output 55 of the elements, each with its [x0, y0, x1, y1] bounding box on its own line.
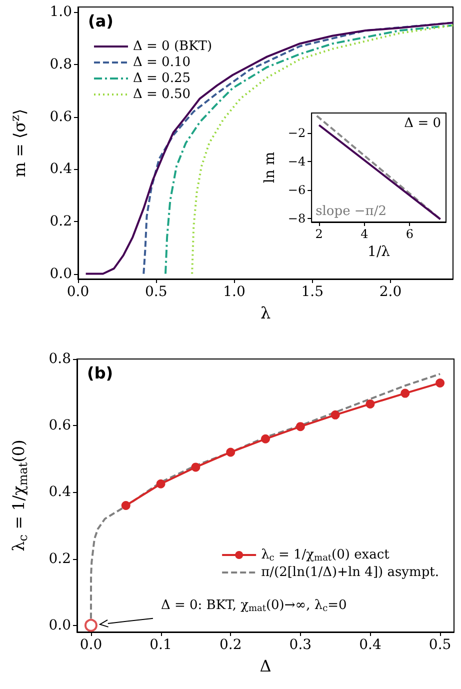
y-tick-label: 0.8: [50, 56, 72, 73]
y-tick-label: −4: [288, 154, 306, 168]
y-tick-label: 0.4: [50, 161, 72, 178]
y-tick-label: 0.6: [48, 418, 72, 434]
annotation: (b): [87, 364, 114, 382]
point: [296, 422, 305, 432]
x-axis-title: λ: [260, 304, 271, 322]
y-tick-label: 0.8: [48, 351, 71, 367]
y-axis-title: m = ⟨σz⟩: [8, 108, 29, 178]
x-tick-label: 0.0: [66, 284, 90, 300]
x-tick-label: 4: [360, 227, 369, 241]
y-tick-label: 0.6: [50, 108, 72, 125]
x-tick-label: 0.0: [80, 637, 102, 653]
y-tick-label: 0.0: [50, 266, 72, 282]
x-tick-label: 0.5: [144, 284, 168, 300]
y-axis-title: ln m: [262, 152, 278, 184]
point: [191, 462, 200, 472]
x-tick-label: 1.0: [223, 284, 246, 300]
x-tick-label: 6: [406, 227, 414, 241]
y-tick-label: −6: [288, 182, 306, 197]
y-tick-label: 0.2: [48, 550, 71, 567]
annotation: Δ = 0: [404, 116, 441, 131]
legend-label: Δ = 0.50: [133, 87, 190, 102]
x-tick-label: 0.2: [219, 637, 242, 653]
legend-label: π/(2[ln(1/Δ)+ln 4]) asympt.: [261, 565, 440, 580]
x-tick-label: 0.5: [428, 637, 452, 653]
annotation: (a): [88, 12, 114, 30]
point: [156, 479, 166, 488]
x-axis-title: Δ: [260, 656, 272, 676]
y-tick-label: 0.4: [48, 484, 72, 500]
x-tick-label: 0.1: [150, 637, 172, 653]
x-tick-label: 1.5: [301, 284, 324, 300]
point: [330, 410, 340, 420]
annotation: slope −π/2: [316, 204, 386, 219]
x-tick-label: 2: [315, 227, 323, 241]
point: [121, 500, 130, 510]
x-tick-label: 2.0: [379, 284, 402, 300]
y-tick-label: 0.2: [50, 213, 72, 230]
y-tick-label: −8: [288, 211, 306, 226]
x-tick-label: 0.3: [289, 637, 312, 653]
point: [261, 434, 270, 444]
x-axis-title: 1/λ: [368, 244, 390, 260]
point: [84, 618, 98, 632]
point: [366, 399, 375, 408]
legend-label: Δ = 0.25: [133, 71, 190, 86]
point: [400, 388, 410, 398]
point: [436, 378, 445, 388]
y-tick-label: 1.0: [50, 4, 72, 20]
x-tick-label: 0.4: [359, 637, 382, 653]
y-tick-label: 0.0: [48, 617, 71, 634]
point: [226, 448, 236, 457]
legend-label: Δ = 0.10: [133, 55, 190, 70]
y-tick-label: −2: [288, 126, 306, 140]
legend-label: Δ = 0 (BKT): [133, 39, 212, 54]
y-axis-title: λc = 1/χmat(0): [9, 440, 30, 552]
